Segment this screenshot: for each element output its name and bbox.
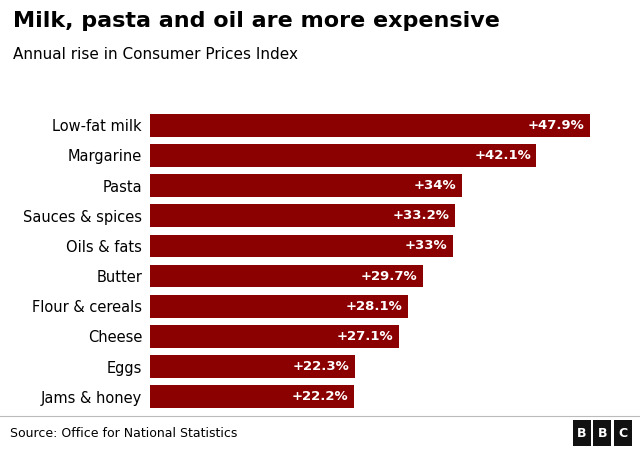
FancyBboxPatch shape — [573, 420, 591, 446]
Text: +34%: +34% — [414, 179, 457, 192]
Bar — [150, 234, 453, 257]
Text: +29.7%: +29.7% — [360, 270, 417, 283]
Bar — [150, 174, 462, 197]
Text: +28.1%: +28.1% — [346, 300, 403, 313]
Bar — [150, 355, 355, 378]
Text: +42.1%: +42.1% — [474, 149, 531, 162]
Bar — [150, 265, 423, 288]
Text: B: B — [598, 427, 607, 440]
FancyBboxPatch shape — [593, 420, 611, 446]
Text: Source: Office for National Statistics: Source: Office for National Statistics — [10, 427, 237, 440]
Text: +27.1%: +27.1% — [337, 330, 394, 343]
Bar — [150, 144, 536, 167]
Text: +22.3%: +22.3% — [292, 360, 349, 373]
Text: +22.2%: +22.2% — [292, 390, 348, 403]
Bar — [150, 204, 455, 227]
Text: +33%: +33% — [405, 239, 447, 252]
Text: Milk, pasta and oil are more expensive: Milk, pasta and oil are more expensive — [13, 11, 500, 31]
Text: Annual rise in Consumer Prices Index: Annual rise in Consumer Prices Index — [13, 47, 298, 62]
Text: B: B — [577, 427, 586, 440]
Text: +47.9%: +47.9% — [527, 119, 584, 132]
Text: C: C — [618, 427, 627, 440]
FancyBboxPatch shape — [614, 420, 632, 446]
Text: +33.2%: +33.2% — [392, 209, 449, 222]
Bar — [150, 114, 589, 137]
Bar — [150, 385, 354, 408]
Bar — [150, 325, 399, 348]
Bar — [150, 295, 408, 318]
